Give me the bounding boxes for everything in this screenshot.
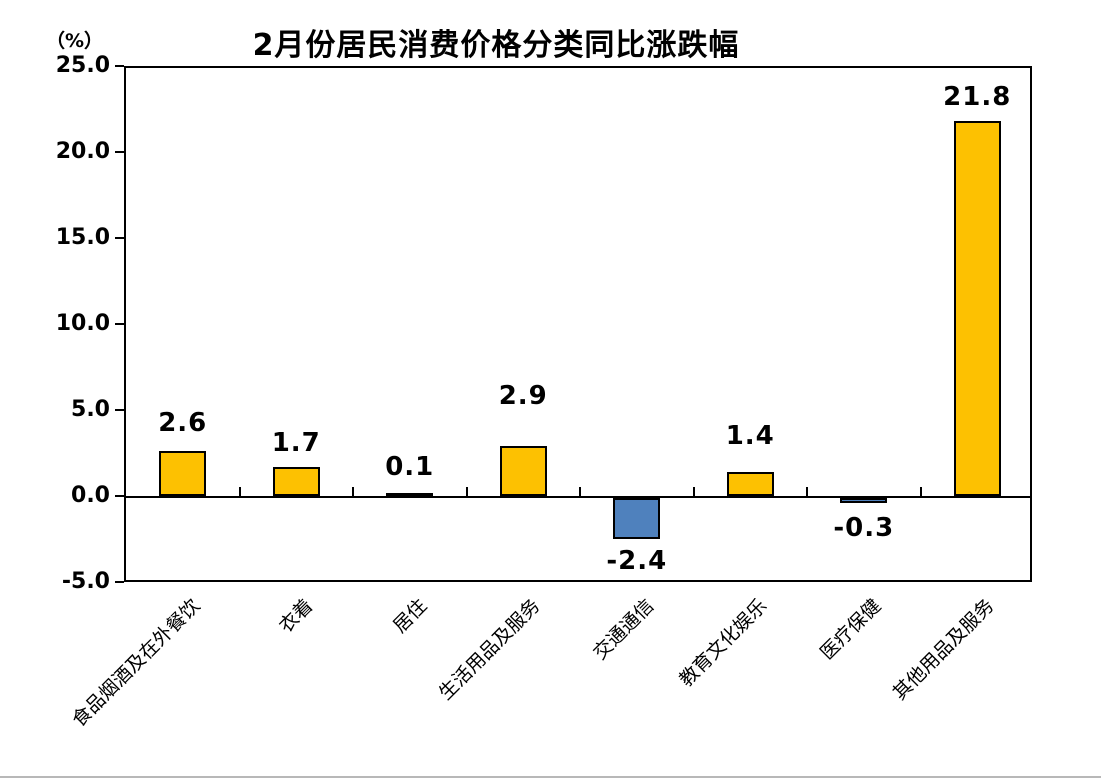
bar-1 (159, 451, 207, 496)
x-axis-category-label: 居住 (388, 594, 432, 638)
x-axis-category-label: 交通通信 (588, 594, 659, 665)
x-axis-category-label: 教育文化娱乐 (675, 594, 772, 692)
x-axis-tick (238, 487, 241, 496)
bar-4 (499, 446, 547, 496)
y-axis-tick-label: -5.0 (61, 569, 110, 594)
x-axis-tick (919, 487, 922, 496)
window-bottom-edge (0, 776, 1101, 778)
bar-6 (726, 471, 774, 496)
y-axis-tick (115, 495, 124, 497)
y-axis-tick-label: 25.0 (55, 53, 110, 78)
bar-data-label: 1.4 (725, 420, 775, 451)
x-axis-category-label: 食品烟酒及在外餐饮 (67, 594, 205, 732)
bar-8 (953, 121, 1001, 496)
x-axis-category-label: 医疗保健 (815, 594, 886, 665)
y-axis-tick-label: 5.0 (71, 397, 110, 422)
y-axis-tick (115, 237, 124, 239)
x-axis-category-label: 衣着 (275, 594, 318, 638)
y-axis-tick (115, 65, 124, 67)
plot-area: 2.6 1.7 0.1 2.9 -2.4 1.4 -0.3 21.8 (124, 66, 1032, 582)
y-axis-tick (115, 581, 124, 583)
bar-5 (613, 498, 661, 540)
bar-2 (272, 466, 320, 496)
x-axis-category-label: 生活用品及服务 (435, 594, 545, 705)
bar-data-label: 0.1 (385, 452, 435, 482)
x-axis-tick (465, 487, 468, 496)
y-axis-tick-label: 20.0 (55, 139, 110, 164)
y-axis-tick-label: 15.0 (55, 225, 110, 250)
y-axis-unit-label: （%） (46, 30, 104, 52)
bar-data-label: 2.9 (498, 381, 548, 412)
x-axis-tick (579, 487, 581, 496)
bar-data-label: 1.7 (271, 427, 321, 458)
bar-data-label: -0.3 (833, 513, 895, 544)
bar-data-label: 21.8 (943, 82, 1012, 113)
x-axis-tick (352, 487, 354, 496)
y-axis-tick (115, 409, 124, 411)
y-axis-tick (115, 323, 124, 325)
chart-title: 2月份居民消费价格分类同比涨跌幅 (252, 28, 740, 63)
x-axis-tick (806, 487, 808, 496)
x-axis-category-label: 其他用品及服务 (889, 594, 999, 705)
bar-7 (840, 498, 888, 504)
x-axis-tick (692, 487, 695, 496)
bar-data-label: -2.4 (606, 546, 668, 577)
y-axis-tick (115, 151, 124, 153)
y-axis-tick-label: 10.0 (55, 311, 110, 336)
y-axis-tick-label: 0.0 (71, 483, 110, 508)
bar-data-label: 2.6 (158, 408, 208, 439)
zero-baseline (126, 496, 1030, 498)
